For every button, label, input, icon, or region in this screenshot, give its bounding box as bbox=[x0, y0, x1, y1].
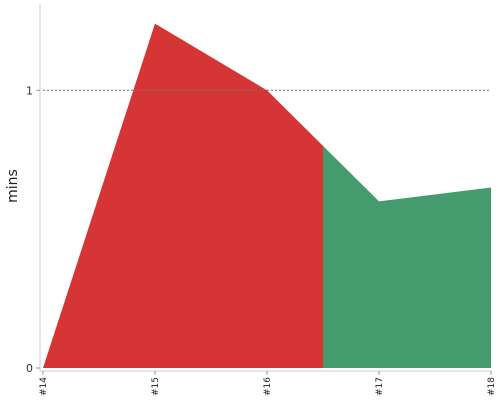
x-tick-label: #18 bbox=[487, 377, 497, 396]
x-tick-label: #14 bbox=[39, 377, 49, 396]
y-tick-label: 0 bbox=[26, 362, 33, 375]
y-axis-ticks: 01 bbox=[26, 84, 40, 375]
x-tick-label: #17 bbox=[375, 377, 385, 396]
x-axis-ticks: #14 #15 #16 #17 #18 bbox=[39, 371, 497, 396]
y-tick-label: 1 bbox=[26, 84, 33, 97]
area-series-2 bbox=[323, 145, 491, 368]
y-axis-title: mins bbox=[5, 169, 21, 203]
x-tick-label: #15 bbox=[151, 377, 161, 396]
x-tick-label: #16 bbox=[263, 377, 273, 396]
area-series-group bbox=[43, 23, 491, 369]
area-series-1 bbox=[43, 23, 323, 369]
